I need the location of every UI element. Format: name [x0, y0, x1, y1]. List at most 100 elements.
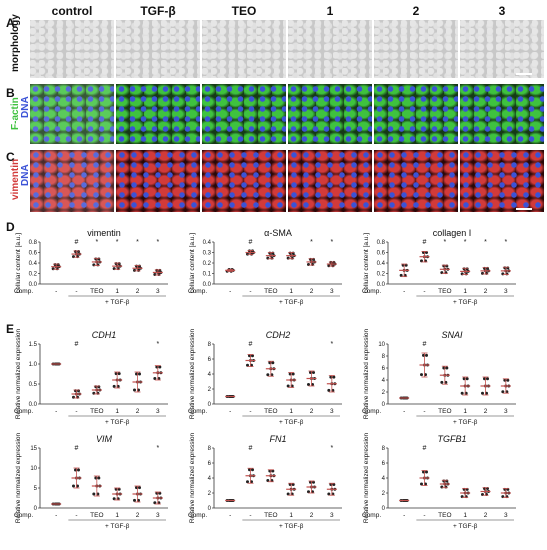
condition-label: 3	[156, 288, 160, 295]
y-tick-label: 0	[382, 506, 386, 512]
tgf-label: + TGF-β	[279, 299, 304, 306]
micrograph-tile	[374, 150, 458, 212]
significance-mark: *	[504, 239, 507, 246]
condition-label: 1	[289, 512, 293, 519]
data-point	[117, 372, 121, 376]
data-point	[133, 498, 136, 502]
data-point	[112, 384, 116, 388]
data-point	[486, 266, 489, 270]
data-point	[481, 391, 484, 395]
condition-label: -	[229, 288, 231, 295]
data-point	[72, 255, 75, 259]
panel-letter-e: E	[6, 322, 15, 336]
data-point	[291, 251, 295, 255]
panel-letter-d: D	[6, 220, 15, 234]
condition-label: -	[249, 288, 251, 295]
condition-label: 1	[463, 512, 467, 519]
micrograph-tile	[116, 20, 200, 78]
data-point	[286, 384, 290, 388]
y-axis-label: Relative normalized expression	[363, 328, 370, 419]
condition-label: -	[423, 288, 425, 295]
data-point	[158, 365, 162, 369]
condition-label: 3	[504, 288, 508, 295]
tgf-label: + TGF-β	[453, 299, 478, 306]
condition-label: 2	[484, 408, 488, 415]
data-point	[286, 492, 290, 496]
data-point	[404, 263, 408, 267]
data-point	[72, 484, 75, 488]
comp-label: Comp.	[362, 408, 381, 415]
y-tick-label: 2	[382, 491, 386, 497]
significance-mark: *	[330, 445, 333, 452]
y-tick-label: 0.3	[203, 251, 212, 257]
comp-label: Comp.	[188, 512, 207, 519]
condition-label: 1	[463, 288, 467, 295]
significance-mark: *	[116, 239, 119, 246]
data-point	[481, 271, 484, 275]
data-point	[51, 267, 55, 271]
data-point	[399, 273, 403, 277]
condition-label: 2	[310, 408, 314, 415]
comp-label: Comp.	[362, 512, 381, 519]
significance-mark: #	[423, 239, 427, 246]
y-tick-label: 4	[208, 372, 212, 378]
condition-label: 3	[504, 408, 508, 415]
data-point	[445, 366, 449, 370]
data-point	[251, 468, 254, 472]
data-point	[425, 353, 428, 357]
chart-title: collagen I	[433, 228, 472, 238]
significance-mark: *	[156, 341, 159, 348]
y-tick-label: 0.2	[203, 261, 212, 267]
y-tick-label: 8	[208, 446, 212, 452]
condition-label: 3	[504, 512, 508, 519]
condition-label: -	[75, 288, 77, 295]
condition-label: 1	[115, 408, 119, 415]
y-tick-label: 1.5	[29, 342, 38, 348]
tgf-label: + TGF-β	[279, 419, 304, 426]
condition-label: -	[229, 408, 231, 415]
data-point	[307, 490, 310, 494]
significance-mark: *	[156, 239, 159, 246]
condition-label: 2	[136, 288, 140, 295]
data-point	[56, 263, 60, 267]
condition-label: 2	[484, 512, 488, 519]
data-point	[92, 492, 96, 496]
chart-title: TGFB1	[437, 434, 466, 444]
condition-label: -	[403, 288, 405, 295]
y-tick-label: 0.0	[377, 282, 386, 288]
scale-bar	[516, 208, 532, 210]
y-tick-label: 0	[208, 402, 212, 408]
y-axis-label: cellular content [a.u.]	[363, 233, 370, 293]
y-tick-label: 6	[208, 357, 212, 363]
data-point	[332, 375, 336, 379]
chart-title: vimentin	[87, 228, 121, 238]
condition-label: -	[75, 408, 77, 415]
tgf-label: + TGF-β	[453, 419, 478, 426]
data-point	[271, 469, 275, 473]
data-point	[307, 262, 310, 266]
data-point	[117, 487, 121, 491]
y-tick-label: 0.8	[29, 240, 38, 246]
chart-title: CDH2	[266, 330, 291, 340]
micrograph-tile	[288, 20, 372, 78]
y-tick-label: 0	[382, 402, 386, 408]
data-point	[266, 256, 270, 260]
y-tick-label: 10	[30, 466, 37, 472]
condition-label: 1	[115, 512, 119, 519]
tgf-label: + TGF-β	[279, 523, 304, 530]
data-point	[246, 252, 249, 256]
micrograph-tile	[116, 150, 200, 212]
column-header: TEO	[231, 4, 257, 18]
y-axis-label: cellular content [a.u.]	[189, 233, 196, 293]
data-point	[486, 377, 489, 381]
y-tick-label: 0.0	[29, 402, 38, 408]
comp-label: Comp.	[14, 408, 33, 415]
micrograph-tile	[202, 150, 286, 212]
micrograph-tile	[288, 150, 372, 212]
significance-mark: #	[75, 445, 79, 452]
condition-label: TEO	[438, 288, 451, 295]
data-point	[506, 378, 510, 382]
data-point	[440, 380, 444, 384]
data-point	[138, 264, 141, 268]
y-axis-label: Relative normalized expression	[15, 328, 22, 419]
